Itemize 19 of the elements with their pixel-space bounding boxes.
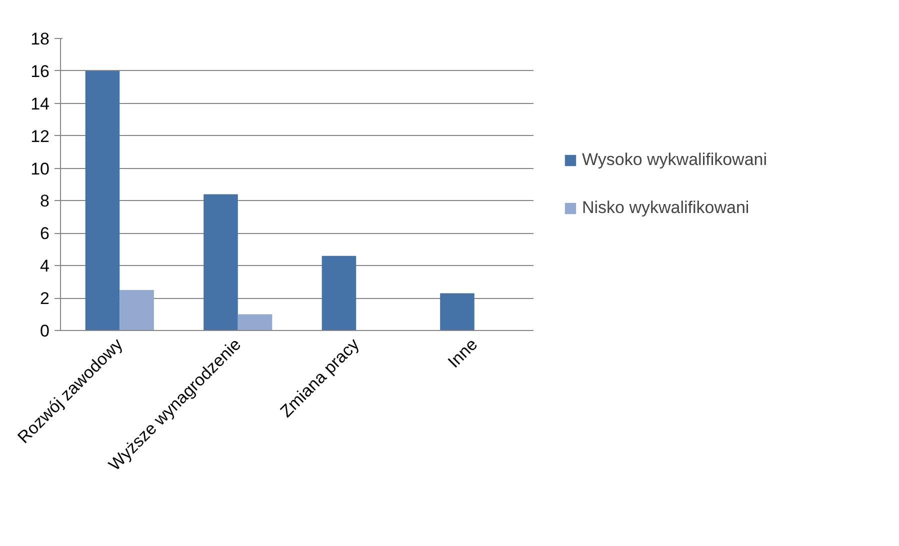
bar bbox=[204, 194, 238, 330]
y-tick-label: 14 bbox=[30, 94, 50, 114]
x-tick-label: Inne bbox=[444, 334, 482, 372]
y-tick-label: 0 bbox=[40, 322, 50, 340]
bar bbox=[322, 256, 356, 330]
legend-label: Nisko wykwalifikowani bbox=[582, 198, 750, 218]
legend-label: Wysoko wykwalifikowani bbox=[582, 150, 768, 170]
y-tick-label: 8 bbox=[40, 192, 50, 211]
bar bbox=[440, 293, 474, 330]
bar bbox=[120, 290, 154, 330]
bar bbox=[85, 70, 120, 330]
y-tick-label: 10 bbox=[30, 159, 50, 178]
bar bbox=[238, 314, 272, 330]
y-tick-label: 4 bbox=[40, 256, 50, 276]
y-tick-label: 18 bbox=[30, 30, 50, 48]
y-tick-label: 16 bbox=[30, 62, 50, 81]
y-tick-label: 6 bbox=[40, 224, 50, 244]
y-tick-label: 12 bbox=[30, 126, 50, 146]
y-tick-label: 2 bbox=[40, 289, 50, 308]
